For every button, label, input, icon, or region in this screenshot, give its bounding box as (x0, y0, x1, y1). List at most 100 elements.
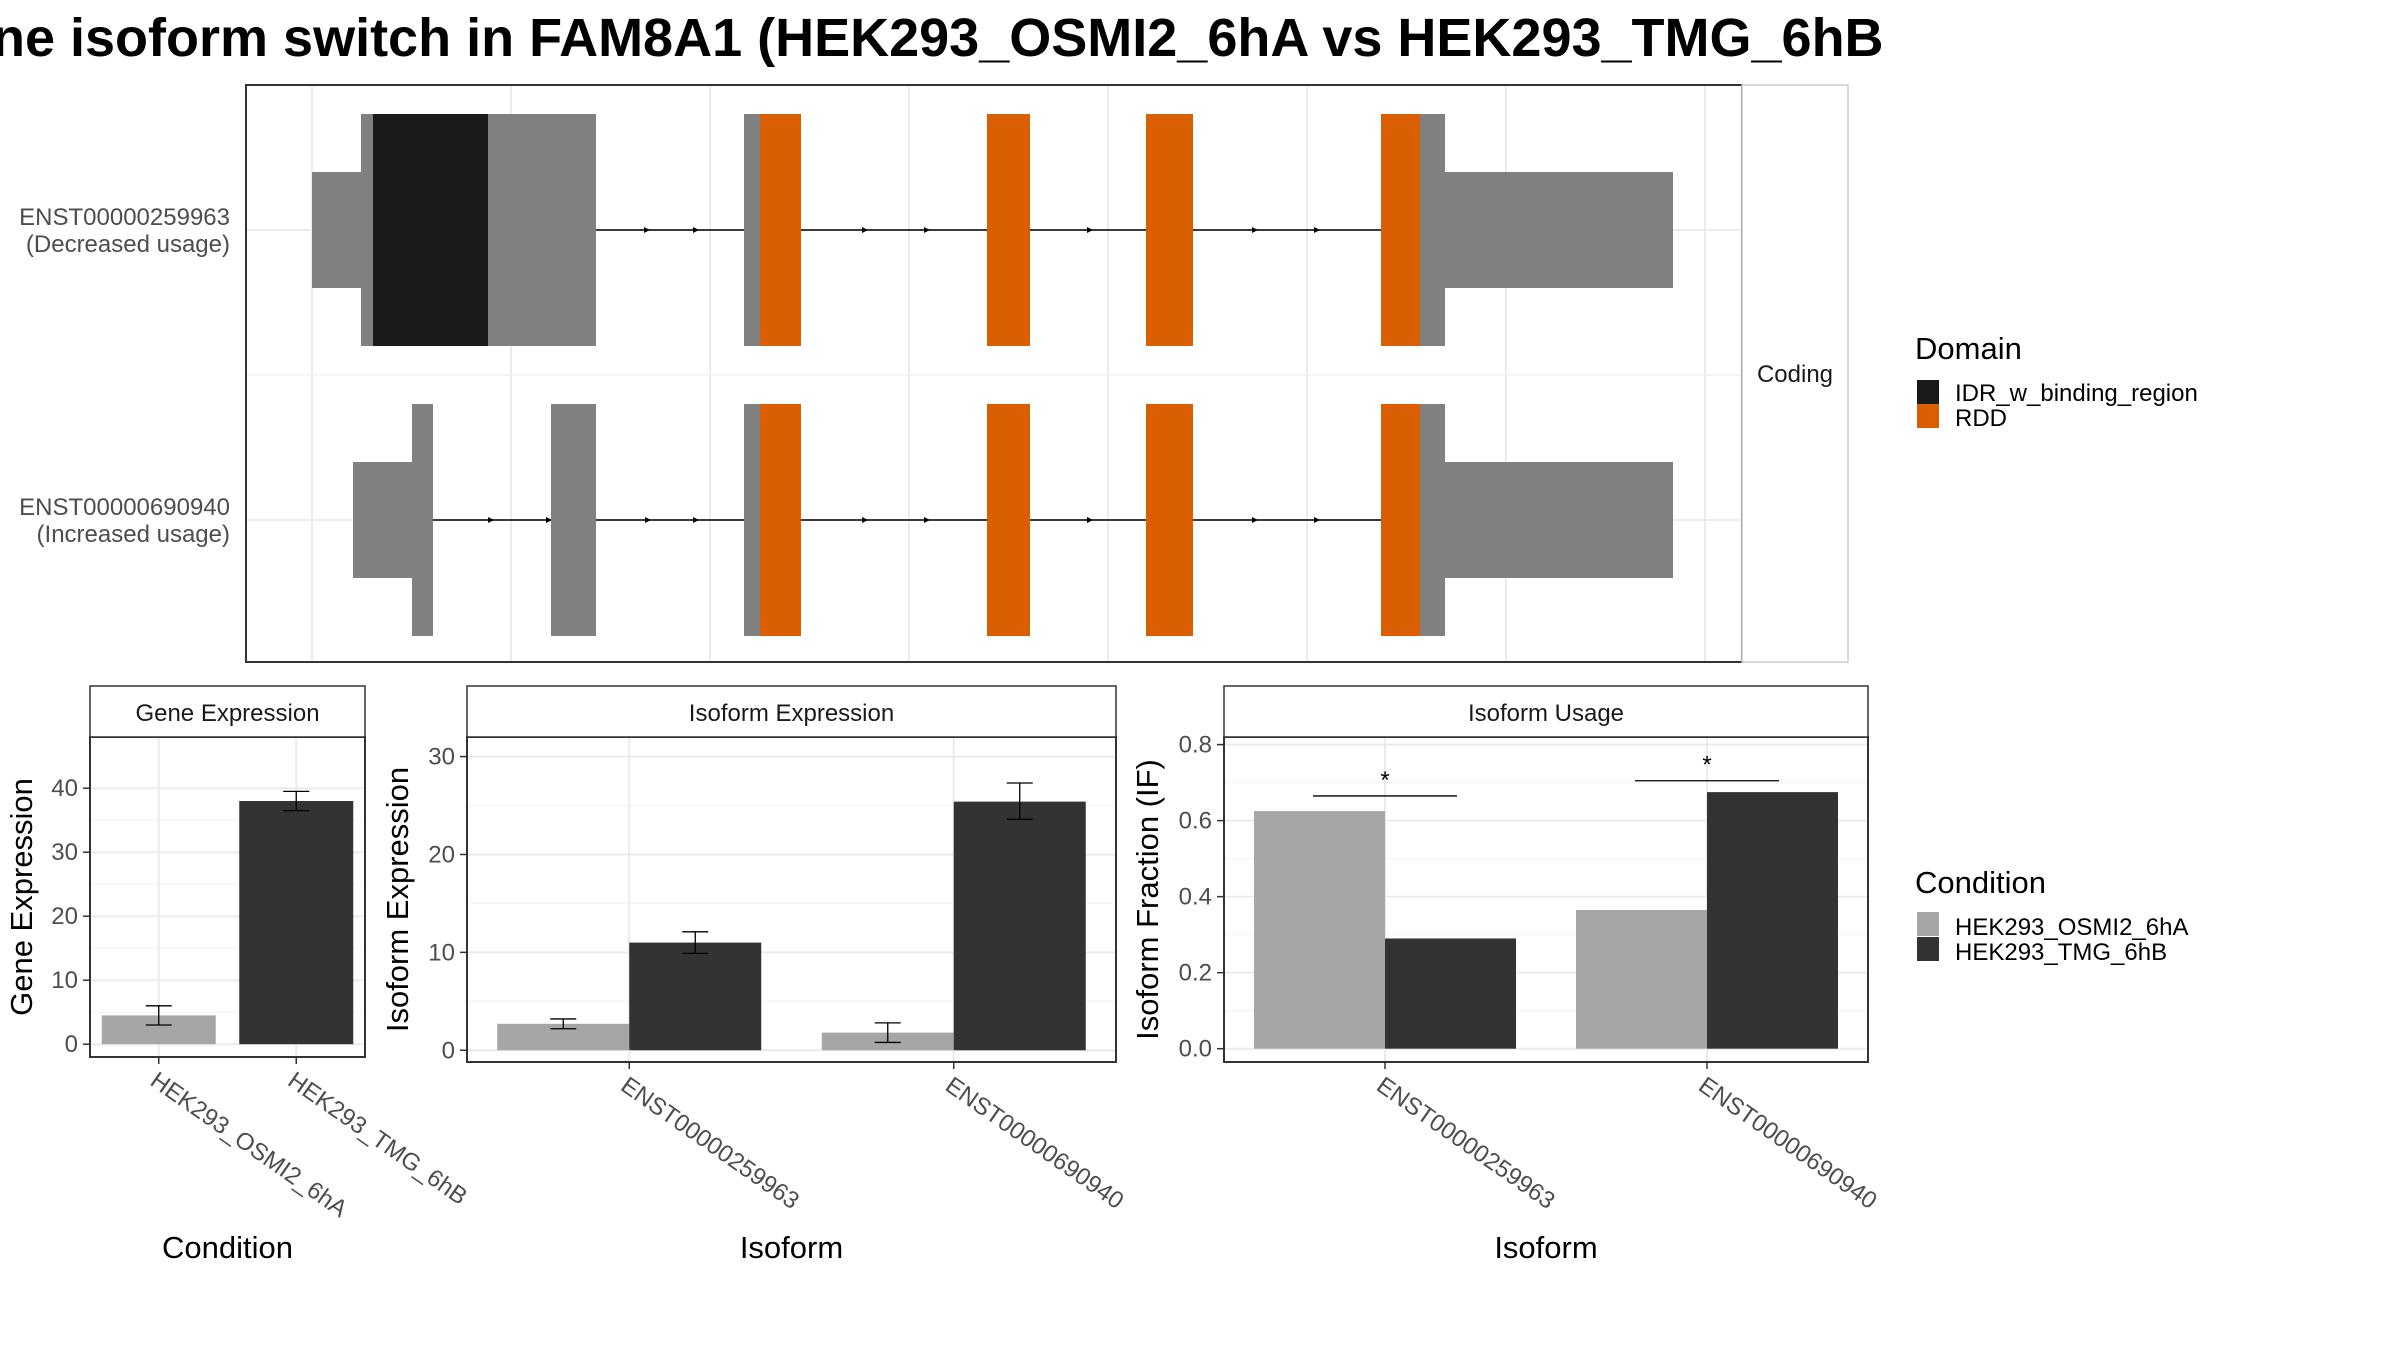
x-tick-label: ENST00000259963 (1372, 1072, 1560, 1215)
legend-label-tmg: HEK293_TMG_6hB (1955, 939, 2167, 966)
y-tick-label: 10 (51, 967, 78, 994)
significance-star: * (1380, 767, 1389, 794)
domain-rdd-block (987, 114, 1030, 346)
y-tick-label: 20 (51, 903, 78, 930)
y-tick-label: 0.2 (1179, 960, 1212, 987)
facet-title: Isoform Expression (689, 700, 894, 727)
domain-rdd-block (760, 114, 801, 346)
domain-rdd-block (760, 404, 801, 636)
bar (629, 942, 762, 1051)
legend-label-rdd: RDD (1955, 405, 2007, 432)
domain-rdd-block (1146, 404, 1193, 636)
intron-arrow (1087, 227, 1093, 233)
exon-block (1420, 404, 1445, 636)
y-tick-label: 30 (428, 744, 455, 771)
y-tick-label: 0.4 (1179, 884, 1212, 911)
utr-block (1444, 172, 1673, 288)
bar (1707, 792, 1838, 1049)
y-tick-label: 10 (428, 939, 455, 966)
facet-strip (1223, 685, 1869, 738)
domain-legend-title: Domain (1915, 331, 2022, 366)
transcript-track-ENST00000259963 (312, 114, 1673, 346)
transcript-label: ENST00000259963 (19, 204, 230, 231)
legend-label-idr: IDR_w_binding_region (1955, 380, 2198, 407)
transcript-sublabel: (Increased usage) (37, 521, 230, 548)
intron-arrow (1314, 227, 1320, 233)
intron-arrow (862, 227, 868, 233)
x-tick-label: ENST00000690940 (940, 1072, 1128, 1215)
bar (1385, 938, 1516, 1049)
x-tick-label: ENST00000259963 (616, 1072, 804, 1215)
legend-key-osmi2 (1917, 912, 1939, 936)
transcript-tracks (312, 114, 1673, 636)
intron-arrow (1252, 227, 1258, 233)
bar (1254, 811, 1385, 1049)
bar (953, 801, 1086, 1051)
exon-block (361, 114, 374, 346)
condition-legend-title: Condition (1915, 865, 2046, 900)
isoform-usage-panel: * * Isoform Usage 0.0 0.2 0.4 0.6 0.8 ENST000002… (1130, 685, 1882, 1265)
y-tick-label: 20 (428, 841, 455, 868)
facet-strip (89, 685, 366, 738)
exon-block (488, 114, 596, 346)
x-axis-title: Isoform (740, 1230, 843, 1265)
facet-title: Gene Expression (135, 700, 319, 727)
exon-block (1420, 114, 1445, 346)
y-tick-label: 0.8 (1179, 732, 1212, 759)
intron-arrow (924, 517, 930, 523)
y-tick-label: 40 (51, 775, 78, 802)
intron-arrow (924, 227, 930, 233)
utr-block (353, 462, 413, 578)
exon-block (744, 404, 761, 636)
domain-idr-block (373, 114, 489, 346)
y-axis-title: Isoform Fraction (IF) (1130, 759, 1165, 1040)
intron-arrow (693, 517, 699, 523)
intron-arrow (1252, 517, 1258, 523)
exon-block (551, 404, 596, 636)
bar (239, 801, 354, 1045)
y-tick-label: 0.6 (1179, 808, 1212, 835)
transcript-track-ENST00000690940 (353, 404, 1673, 636)
y-tick-label: 0 (65, 1031, 78, 1058)
facet-title: Isoform Usage (1468, 700, 1624, 727)
legend-key-idr (1917, 380, 1939, 404)
intron-arrow (644, 227, 650, 233)
y-tick-label: 0.0 (1179, 1036, 1212, 1063)
exon-block (412, 404, 433, 636)
facet-label-coding: Coding (1757, 361, 1833, 388)
y-tick-label: 30 (51, 839, 78, 866)
y-axis-title: Isoform Expression (380, 767, 415, 1032)
domain-rdd-block (987, 404, 1030, 636)
significance-star: * (1702, 752, 1711, 779)
intron-arrow (862, 517, 868, 523)
utr-block (312, 172, 363, 288)
facet-strip-coding (1741, 84, 1849, 663)
y-tick-label: 0 (442, 1037, 455, 1064)
domain-rdd-block (1381, 404, 1421, 636)
transcript-sublabel: (Decreased usage) (26, 231, 230, 258)
domain-rdd-block (1381, 114, 1421, 346)
transcript-label: ENST00000690940 (19, 494, 230, 521)
facet-strip (466, 685, 1117, 738)
intron-arrow (1314, 517, 1320, 523)
intron-arrow (488, 517, 494, 523)
x-axis-title: Condition (162, 1230, 293, 1265)
transcript-labels: ENST00000259963(Decreased usage) ENST0000… (19, 204, 230, 548)
condition-legend: Condition HEK293_OSMI2_6hA HEK293_TMG_6h… (1915, 865, 2188, 966)
isoform-expression-panel: Isoform Expression 0 10 20 30 ENST00000259963… (380, 685, 1129, 1265)
bar (1576, 909, 1707, 1049)
legend-key-rdd (1917, 404, 1939, 428)
domain-legend: Domain IDR_w_binding_region RDD (1915, 331, 2198, 432)
x-tick-label: ENST00000690940 (1694, 1072, 1882, 1215)
y-axis-title: Gene Expression (4, 778, 39, 1016)
domain-rdd-block (1146, 114, 1193, 346)
legend-label-osmi2: HEK293_OSMI2_6hA (1955, 914, 2188, 941)
intron-arrow (546, 517, 552, 523)
intron-arrow (693, 227, 699, 233)
x-axis-title: Isoform (1494, 1230, 1597, 1265)
figure-title: ne isoform switch in FAM8A1 (HEK293_OSMI… (0, 8, 1884, 68)
intron-arrow (645, 517, 651, 523)
transcript-panel: Coding ENST00000259963(Decreased usage)E… (19, 84, 1849, 663)
